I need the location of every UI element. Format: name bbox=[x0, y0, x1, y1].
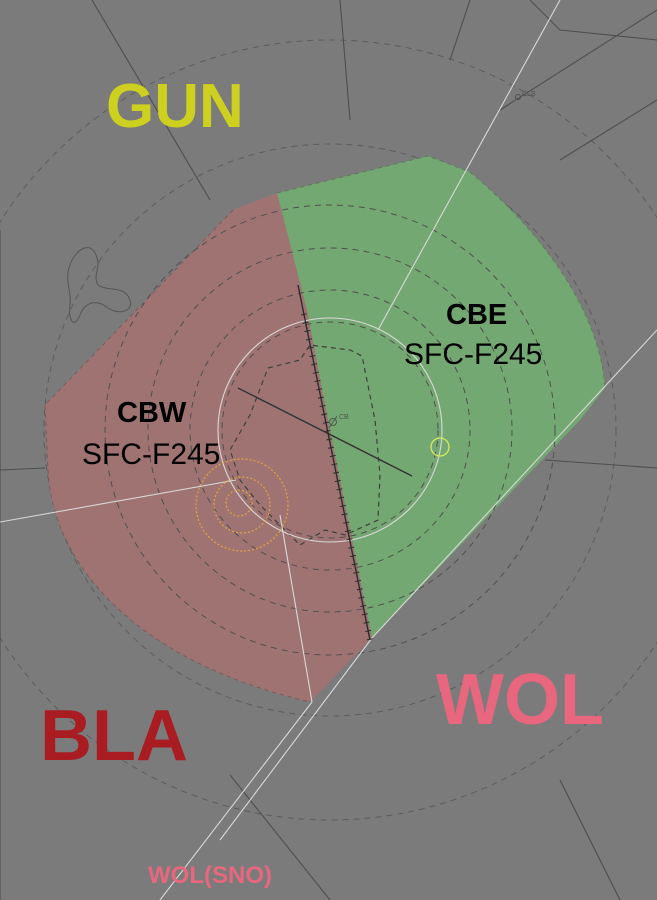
boundary-line bbox=[529, 0, 561, 31]
holding-circle-inner bbox=[225, 489, 253, 517]
divider-tick bbox=[317, 396, 324, 399]
boundary-line bbox=[229, 774, 331, 900]
divider-tick bbox=[339, 504, 346, 508]
divider-tick bbox=[361, 613, 368, 616]
divider-tick bbox=[356, 588, 363, 591]
range-ring-outer bbox=[43, 143, 617, 717]
divider-tick bbox=[341, 513, 348, 516]
divider-tick bbox=[326, 438, 333, 441]
range-ring-3 bbox=[147, 247, 513, 613]
divider-tick bbox=[309, 354, 316, 358]
divider-tick bbox=[331, 463, 338, 466]
divider-tick bbox=[324, 429, 331, 433]
divider-tick bbox=[322, 421, 329, 424]
divider-tick bbox=[311, 363, 318, 366]
range-ring-2 bbox=[189, 289, 471, 571]
sector-cbe-limits: SFC-F245 bbox=[404, 338, 543, 371]
divider-tick bbox=[316, 388, 323, 391]
divider-tick bbox=[344, 529, 351, 533]
divider-tick bbox=[302, 321, 309, 324]
cbw-outer-boundary bbox=[44, 209, 311, 703]
region-label-bla: BLA bbox=[40, 696, 188, 776]
divider-tick bbox=[307, 346, 314, 349]
region-label-gun: GUN bbox=[106, 72, 244, 141]
cb-solid-ring bbox=[217, 317, 443, 543]
route-line-west bbox=[0, 479, 237, 523]
divider-tick bbox=[329, 454, 336, 458]
range-ring-4 bbox=[104, 204, 556, 656]
region-label-wol-sno: WOL(SNO) bbox=[148, 862, 272, 889]
divider-tick bbox=[343, 521, 350, 524]
clb-navaid-label: CLB bbox=[522, 91, 536, 98]
divider-tick bbox=[314, 379, 321, 383]
region-label-wol: WOL bbox=[436, 660, 604, 740]
range-ring-1 bbox=[221, 321, 439, 539]
divider-tick bbox=[321, 413, 328, 416]
clb-symbol-icon bbox=[515, 94, 521, 100]
divider-tick bbox=[358, 596, 365, 599]
boundary-line bbox=[339, 0, 351, 121]
route-line-northeast bbox=[377, 0, 561, 331]
divider-tick bbox=[336, 488, 343, 491]
divider-tick bbox=[354, 579, 362, 583]
route-line-se bbox=[219, 637, 373, 841]
divider-tick bbox=[312, 371, 319, 374]
sector-cbw-name: CBW bbox=[117, 397, 187, 429]
holding-circles-icon bbox=[195, 458, 289, 552]
boundary-line bbox=[559, 29, 657, 41]
cbe-outer-boundary bbox=[276, 155, 606, 389]
cb-navaid-label: CB bbox=[339, 414, 349, 421]
route-line-south bbox=[279, 514, 313, 703]
lake-outline bbox=[67, 247, 132, 323]
boundary-line bbox=[544, 459, 657, 469]
divider-tick bbox=[351, 563, 358, 566]
vor-symbol-icon bbox=[328, 415, 338, 429]
sector-cbw-limits: SFC-F245 bbox=[82, 438, 221, 471]
divider-tick bbox=[366, 638, 373, 641]
divider-tick bbox=[333, 471, 340, 474]
route-line-east bbox=[371, 329, 657, 639]
divider-tick bbox=[305, 338, 313, 341]
outer-range-rings bbox=[0, 39, 657, 821]
divider-tick bbox=[360, 604, 367, 608]
control-zone-boundary bbox=[229, 344, 381, 546]
sector-cbe-name: CBE bbox=[446, 299, 508, 331]
holding-circle-outer bbox=[195, 458, 289, 552]
boundary-line bbox=[499, 9, 657, 111]
circle-marker-icon bbox=[430, 437, 450, 457]
boundary-line bbox=[449, 0, 471, 61]
divider-tick bbox=[319, 404, 326, 408]
boundary-line bbox=[559, 99, 657, 161]
inner-range-rings bbox=[104, 204, 556, 656]
divider-tick bbox=[363, 621, 370, 624]
holding-circle-mid bbox=[213, 476, 271, 534]
divider-tick bbox=[353, 571, 360, 574]
divider-tick bbox=[304, 329, 311, 333]
divider-tick bbox=[334, 479, 341, 483]
divider-tick bbox=[365, 629, 372, 633]
divider-tick bbox=[349, 554, 356, 558]
boundary-line bbox=[559, 779, 621, 900]
divider-ticks bbox=[300, 313, 373, 641]
divider-tick bbox=[338, 496, 345, 499]
divider-tick bbox=[300, 313, 308, 316]
boundary-line bbox=[91, 0, 211, 201]
divider-tick bbox=[327, 446, 335, 449]
range-ring-far bbox=[0, 39, 657, 821]
boundary-line bbox=[0, 467, 46, 471]
divider-tick bbox=[348, 546, 355, 549]
cbe-sector-area[interactable] bbox=[277, 156, 605, 638]
route-line-southwest bbox=[159, 701, 313, 900]
divider-tick bbox=[346, 538, 353, 541]
